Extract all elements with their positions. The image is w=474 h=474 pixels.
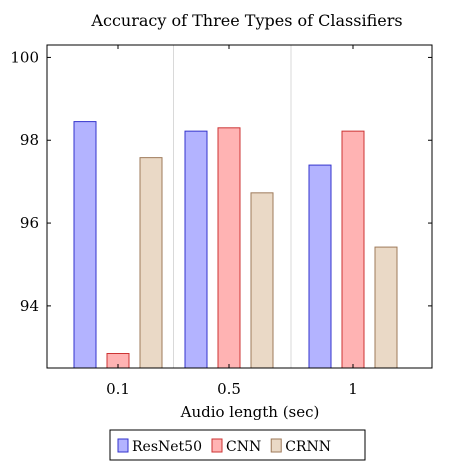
bar-crnn-0.1	[139, 157, 163, 369]
axis-ticks: 0.1 0.5 1 94 96 98 100	[10, 45, 432, 398]
x-tick-label: 0.1	[106, 380, 130, 398]
legend-swatch-crnn	[270, 438, 282, 453]
bar-cnn-1	[341, 130, 365, 369]
y-tick-label: 98	[20, 131, 39, 149]
legend-label-cnn: CNN	[226, 439, 261, 455]
legend-swatch-cnn	[211, 438, 223, 453]
y-tick-label: 96	[20, 214, 39, 232]
x-axis-label: Audio length (sec)	[180, 403, 320, 421]
legend-box	[109, 429, 366, 461]
legend: ResNet50 CNN CRNN	[109, 429, 366, 461]
bar-cnn-0.5	[217, 127, 241, 369]
chart-title: Accuracy of Three Types of Classifiers	[90, 11, 402, 30]
x-tick-label: 0.5	[217, 380, 241, 398]
grid-lines	[173, 45, 292, 368]
legend-label-resnet50: ResNet50	[132, 439, 202, 455]
y-tick-label: 100	[10, 48, 39, 66]
bar-crnn-1	[374, 246, 398, 369]
bar-resnet50-1	[308, 164, 332, 369]
y-tick-label: 94	[20, 297, 39, 315]
legend-swatch-resnet50	[117, 438, 129, 453]
bar-resnet50-0.1	[73, 121, 97, 369]
bar-resnet50-0.5	[184, 130, 208, 369]
bars	[73, 121, 398, 369]
legend-label-crnn: CRNN	[285, 439, 331, 455]
x-tick-label: 1	[348, 380, 358, 398]
bar-crnn-0.5	[250, 192, 274, 369]
plot-frame	[46, 44, 433, 369]
